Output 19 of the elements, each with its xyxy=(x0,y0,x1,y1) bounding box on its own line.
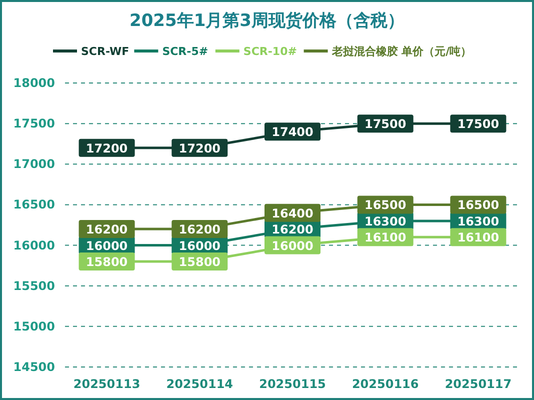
y-tick-label: 15000 xyxy=(13,319,55,334)
y-tick-label: 16000 xyxy=(13,238,55,252)
legend-label: SCR-WF xyxy=(81,45,130,58)
y-tick-label: 18000 xyxy=(13,76,55,90)
legend-label: SCR-5# xyxy=(162,45,208,58)
y-tick-label: 16500 xyxy=(13,198,55,212)
x-tick-label: 20250116 xyxy=(352,377,419,391)
x-tick-label: 20250117 xyxy=(444,377,512,391)
y-tick-label: 17000 xyxy=(13,157,55,172)
chart-title: 2025年1月第3周现货价格（含税） xyxy=(130,11,404,31)
x-tick-label: 20250114 xyxy=(166,377,234,391)
x-tick-label: 20250115 xyxy=(259,377,326,391)
y-tick-label: 14500 xyxy=(13,360,55,374)
x-tick-label: 20250113 xyxy=(73,377,140,391)
data-label: 15800 xyxy=(86,255,128,270)
y-tick-label: 15500 xyxy=(13,278,55,293)
y-tick-label: 17500 xyxy=(13,116,55,131)
legend-label: 老挝混合橡胶 单价（元/吨） xyxy=(330,45,472,58)
legend-label: SCR-10# xyxy=(243,45,297,58)
